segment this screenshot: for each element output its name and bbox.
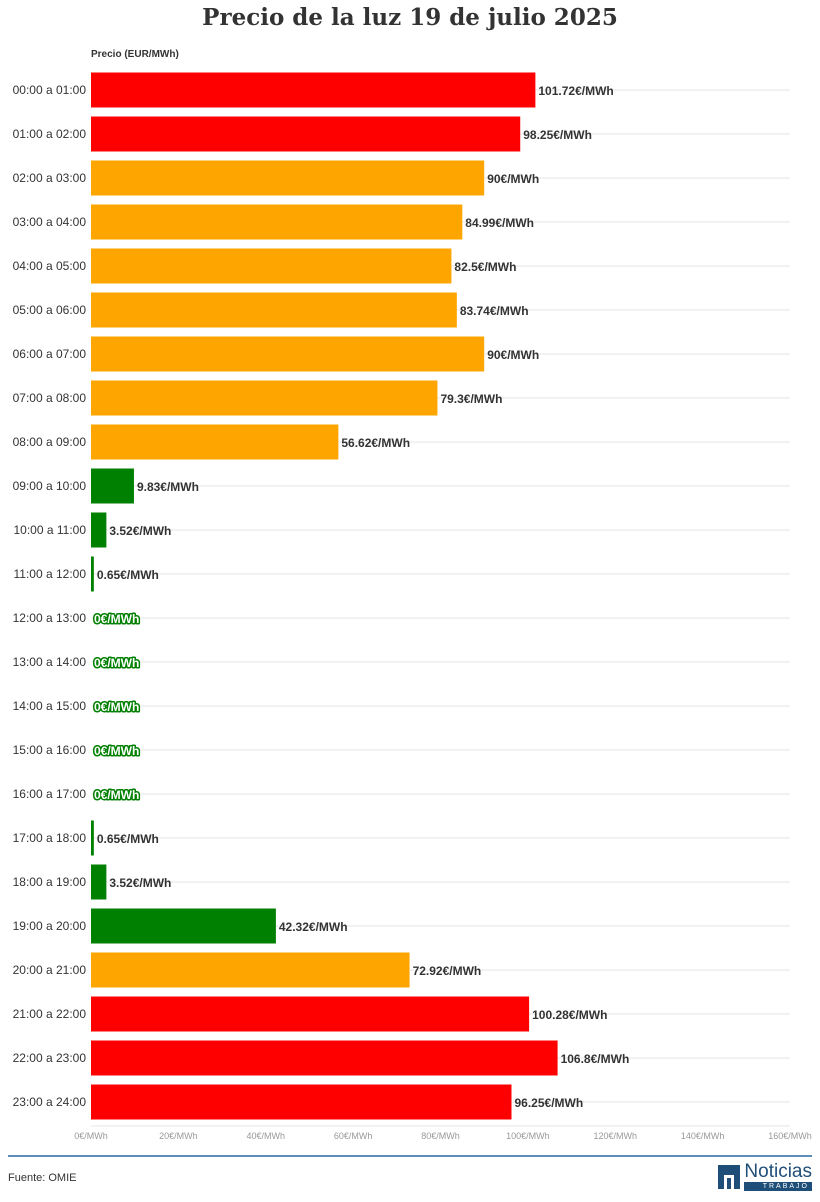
x-tick-label: 100€/MWh (506, 1131, 550, 1141)
x-tick-label: 20€/MWh (159, 1131, 198, 1141)
category-label: 00:00 a 01:00 (13, 83, 87, 97)
bar (91, 204, 463, 240)
value-label: 3.52€/MWh (109, 876, 171, 890)
category-label: 14:00 a 15:00 (13, 699, 87, 713)
x-tick-label: 0€/MWh (74, 1131, 108, 1141)
value-label: 3.52€/MWh (109, 524, 171, 538)
bar (91, 1084, 512, 1120)
bar (91, 468, 134, 504)
value-label: 98.25€/MWh (523, 128, 592, 142)
bars (91, 72, 558, 1120)
category-label: 04:00 a 05:00 (13, 259, 87, 273)
value-label: 100.28€/MWh (532, 1008, 607, 1022)
bar (91, 952, 410, 988)
footer-divider (8, 1155, 812, 1157)
value-label: 90€/MWh (487, 172, 539, 186)
value-label: 0.65€/MWh (97, 568, 159, 582)
x-tick-label: 140€/MWh (681, 1131, 725, 1141)
brand-logo: Noticias TRABAJO (718, 1162, 812, 1191)
category-label: 19:00 a 20:00 (13, 919, 87, 933)
bar (91, 248, 452, 284)
bar (91, 864, 107, 900)
bar (91, 292, 457, 328)
category-label: 05:00 a 06:00 (13, 303, 87, 317)
bar (91, 116, 521, 152)
bar (91, 424, 339, 460)
value-label: 83.74€/MWh (460, 304, 529, 318)
value-labels: 101.72€/MWh 98.25€/MWh 90€/MWh 84.99€/MWh 82… (93, 84, 630, 1110)
value-label: 79.3€/MWh (440, 392, 502, 406)
value-label: 0€/MWh (94, 700, 139, 714)
category-label: 18:00 a 19:00 (13, 875, 87, 889)
value-label: 0€/MWh (94, 744, 139, 758)
bar (91, 72, 536, 108)
category-label: 10:00 a 11:00 (13, 523, 86, 537)
x-tick-label: 120€/MWh (593, 1131, 637, 1141)
brand-name: Noticias (744, 1161, 812, 1182)
value-label: 82.5€/MWh (454, 260, 516, 274)
category-label: 15:00 a 16:00 (13, 743, 87, 757)
x-tick-label: 40€/MWh (246, 1131, 285, 1141)
category-label: 01:00 a 02:00 (13, 127, 87, 141)
y-axis-title: Precio (EUR/MWh) (91, 49, 179, 60)
category-label: 02:00 a 03:00 (13, 171, 87, 185)
value-label: 0€/MWh (94, 612, 139, 626)
category-label: 06:00 a 07:00 (13, 347, 87, 361)
value-label: 106.8€/MWh (561, 1052, 630, 1066)
category-labels: 00:00 a 01:00 01:00 a 02:00 02:00 a 03:00 0… (13, 83, 87, 1109)
category-label: 03:00 a 04:00 (13, 215, 87, 229)
x-axis-ticks: 0€/MWh 20€/MWh 40€/MWh 60€/MWh 80€/MWh 100€/M… (74, 1131, 812, 1141)
value-label: 0€/MWh (94, 656, 139, 670)
value-label: 9.83€/MWh (137, 480, 199, 494)
bar (91, 512, 107, 548)
category-label: 17:00 a 18:00 (13, 831, 87, 845)
bar (91, 336, 485, 372)
bar (91, 820, 94, 856)
category-label: 07:00 a 08:00 (13, 391, 87, 405)
value-label: 0€/MWh (94, 788, 139, 802)
category-label: 23:00 a 24:00 (13, 1095, 87, 1109)
value-label: 72.92€/MWh (413, 964, 482, 978)
category-label: 09:00 a 10:00 (13, 479, 87, 493)
value-label: 0.65€/MWh (97, 832, 159, 846)
value-label: 101.72€/MWh (538, 84, 613, 98)
category-label: 20:00 a 21:00 (13, 963, 87, 977)
value-label: 96.25€/MWh (514, 1096, 583, 1110)
source-note: Fuente: OMIE (8, 1172, 77, 1184)
x-tick-label: 60€/MWh (334, 1131, 373, 1141)
category-label: 12:00 a 13:00 (13, 611, 87, 625)
value-label: 56.62€/MWh (341, 436, 410, 450)
category-label: 08:00 a 09:00 (13, 435, 87, 449)
brand-subtitle: TRABAJO (744, 1182, 812, 1191)
chart-title: Precio de la luz 19 de julio 2025 (202, 4, 618, 31)
category-label: 13:00 a 14:00 (13, 655, 87, 669)
bar (91, 996, 530, 1032)
value-label: 42.32€/MWh (279, 920, 348, 934)
brand-icon (718, 1164, 741, 1189)
bar (91, 908, 276, 944)
bar (91, 556, 94, 592)
category-label: 21:00 a 22:00 (13, 1007, 87, 1021)
category-label: 11:00 a 12:00 (13, 567, 86, 581)
category-label: 16:00 a 17:00 (13, 787, 87, 801)
bar (91, 380, 438, 416)
x-tick-label: 80€/MWh (421, 1131, 460, 1141)
bar (91, 160, 485, 196)
bar (91, 1040, 558, 1076)
bar-chart: Precio (EUR/MWh) 00:00 a 01:00 01:00 a 02… (13, 49, 812, 1141)
value-label: 90€/MWh (487, 348, 539, 362)
category-label: 22:00 a 23:00 (13, 1051, 87, 1065)
x-tick-label: 160€/MWh (768, 1131, 812, 1141)
value-label: 84.99€/MWh (465, 216, 534, 230)
